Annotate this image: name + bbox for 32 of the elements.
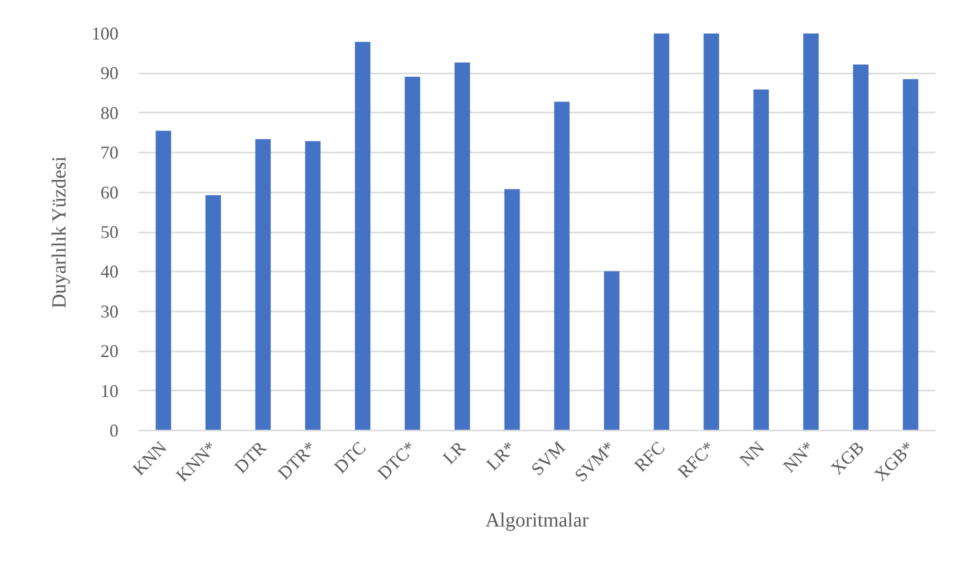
x-axis-title: Algoritmalar <box>485 510 589 532</box>
bar <box>654 34 670 430</box>
bar <box>354 42 370 430</box>
x-tick-label: LR* <box>482 437 520 474</box>
y-tick-label: 90 <box>100 63 118 84</box>
bar <box>305 141 321 430</box>
bar <box>704 34 720 430</box>
bar <box>902 79 918 430</box>
bar <box>404 76 420 430</box>
x-tick-label: LR <box>438 437 470 468</box>
y-tick-label: 0 <box>110 420 118 440</box>
y-tick-label: 30 <box>100 301 118 322</box>
y-tick-label: 100 <box>92 24 118 44</box>
y-tick-label: 20 <box>100 341 118 362</box>
bar <box>156 130 172 430</box>
y-tick-label: 50 <box>100 222 118 242</box>
bar <box>803 34 819 430</box>
y-tick-label: 40 <box>100 262 118 282</box>
y-tick-label: 60 <box>100 182 118 202</box>
bar <box>853 64 868 430</box>
bar <box>554 102 570 430</box>
bar <box>504 189 520 430</box>
bar <box>753 89 769 430</box>
y-tick-label: 10 <box>100 380 118 401</box>
y-tick-label: 80 <box>100 102 118 123</box>
x-tick-label: NN <box>736 437 768 470</box>
y-tick-label: 70 <box>100 142 118 163</box>
bar <box>604 271 620 430</box>
bar <box>206 195 221 430</box>
bar <box>454 62 470 430</box>
bar <box>255 139 271 430</box>
y-axis-title: Duyarlılık Yüzdesi <box>48 156 70 308</box>
